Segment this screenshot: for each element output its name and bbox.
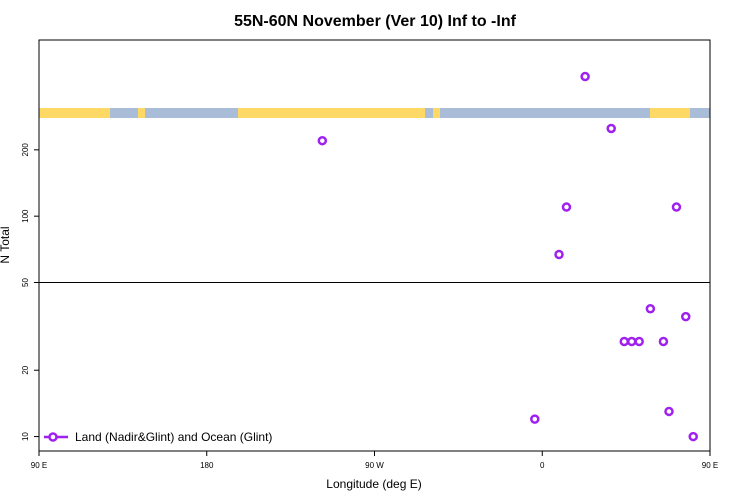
map-land — [138, 108, 145, 118]
y-axis-label: N Total — [0, 226, 12, 263]
data-point — [664, 406, 674, 417]
y-tick-label: 50 — [21, 278, 30, 287]
data-point — [554, 249, 564, 260]
x-tick-label: 90 E — [702, 461, 718, 470]
data-point — [580, 71, 590, 82]
x-axis-label: Longitude (deg E) — [326, 477, 421, 491]
data-point — [658, 336, 669, 347]
data-point — [530, 414, 540, 424]
data-point — [671, 202, 682, 212]
legend-label: Land (Nadir&Glint) and Ocean (Glint) — [75, 430, 272, 444]
data-point — [645, 304, 656, 314]
data-point — [681, 311, 691, 322]
y-tick-label: 100 — [21, 209, 30, 223]
y-tick-label: 200 — [21, 143, 30, 157]
map-land — [650, 108, 690, 118]
x-tick-label: 0 — [540, 461, 545, 470]
data-point — [561, 202, 572, 212]
y-tick-label: 20 — [21, 365, 30, 374]
data-point — [317, 135, 328, 146]
data-point — [626, 336, 637, 347]
data-point — [634, 336, 644, 347]
data-point — [688, 431, 698, 442]
x-tick-label: 180 — [200, 461, 214, 470]
data-point — [606, 123, 616, 134]
map-land — [238, 108, 425, 118]
map-land — [433, 108, 440, 118]
data-point — [619, 336, 630, 347]
chart-title: 55N-60N November (Ver 10) Inf to -Inf — [234, 13, 517, 30]
legend-marker — [48, 432, 58, 442]
x-tick-label: 90 E — [31, 461, 47, 470]
plot-frame — [38, 39, 711, 452]
map-land — [39, 108, 110, 118]
y-tick-label: 10 — [21, 432, 30, 441]
legend: Land (Nadir&Glint) and Ocean (Glint) — [44, 430, 272, 444]
data-points — [317, 71, 698, 442]
x-tick-label: 90 W — [365, 461, 384, 470]
y-axis: 10 20 50 100 200 — [21, 143, 39, 441]
world-map-band — [39, 108, 710, 118]
